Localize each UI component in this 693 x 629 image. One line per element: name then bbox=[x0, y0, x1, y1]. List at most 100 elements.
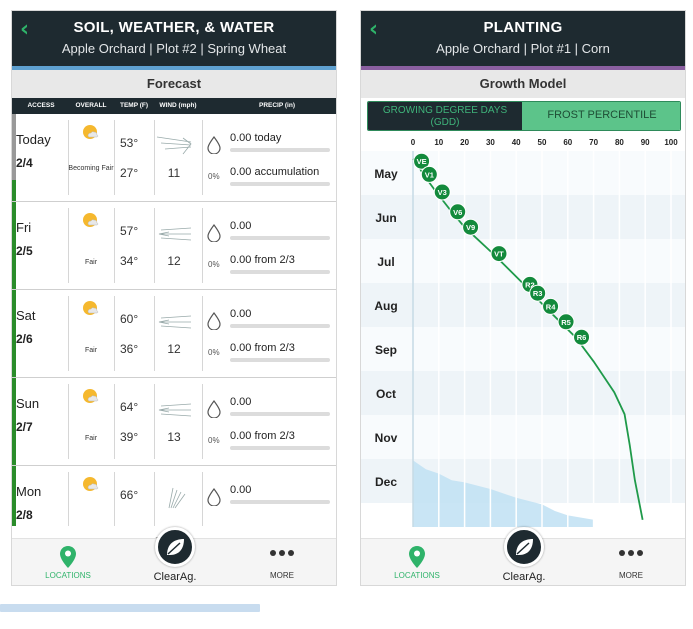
wind-speed: 11 bbox=[167, 166, 181, 180]
growth-stage-marker bbox=[420, 165, 438, 183]
frost-percentile-tab[interactable]: FROST PERCENTILE bbox=[522, 102, 680, 130]
forecast-day-row[interactable]: Mon 2/8 66° 0.00 bbox=[12, 466, 336, 526]
back-arrow-icon[interactable]: ‹ bbox=[20, 17, 30, 42]
x-tick-label: 10 bbox=[434, 138, 443, 147]
gdd-tab[interactable]: GROWING DEGREE DAYS (GDD) bbox=[368, 102, 522, 130]
x-tick-label: 0 bbox=[411, 138, 416, 147]
forecast-day-row[interactable]: Sat 2/6 Fair 60° 36° 12 0% 0.00 0.00 from 2/3 bbox=[12, 290, 336, 378]
growth-stage-label: R2 bbox=[525, 280, 535, 289]
temp-low: 27° bbox=[120, 166, 139, 180]
temp-high: 53° bbox=[120, 136, 139, 150]
more-dots-icon bbox=[270, 550, 294, 556]
month-label: Oct bbox=[376, 387, 396, 401]
raindrop-icon bbox=[207, 312, 221, 330]
bottom-nav: LOCATIONS ClearAg. MORE bbox=[12, 527, 336, 585]
raindrop-icon bbox=[207, 224, 221, 242]
growth-stage-label: V9 bbox=[466, 223, 475, 232]
brand-label: ClearAg. bbox=[502, 571, 546, 583]
wind-speed: 13 bbox=[167, 430, 181, 444]
month-label: Dec bbox=[375, 475, 397, 489]
clearag-logo-button[interactable] bbox=[504, 527, 544, 567]
screen-subtitle: Apple Orchard | Plot #2 | Spring Wheat bbox=[61, 41, 287, 56]
app-header: ‹ PLANTING Apple Orchard | Plot #1 | Cor… bbox=[361, 11, 685, 66]
raindrop-icon bbox=[207, 488, 221, 506]
wind-direction-icon bbox=[158, 315, 192, 329]
temp-low: 34° bbox=[120, 254, 139, 268]
precip-chance: 0% bbox=[208, 172, 220, 181]
nav-locations[interactable] bbox=[28, 545, 108, 574]
partly-sunny-icon bbox=[83, 301, 99, 315]
bottom-nav: LOCATIONS ClearAg. MORE bbox=[361, 527, 685, 585]
month-label: Nov bbox=[375, 431, 398, 445]
growth-stage-marker bbox=[529, 284, 547, 302]
precip-chance: 0% bbox=[208, 260, 220, 269]
precip-today: 0.00 bbox=[230, 396, 252, 408]
wind-direction-icon bbox=[158, 227, 192, 241]
growth-stage-marker bbox=[542, 297, 560, 315]
forecast-day-row[interactable]: Today 2/4 Becoming Fair 53° 27° 11 0% 0.00 toda… bbox=[12, 114, 336, 202]
overall-condition: Fair bbox=[84, 259, 98, 266]
column-divider bbox=[68, 296, 69, 371]
brand-label: ClearAg. bbox=[153, 571, 197, 583]
column-divider bbox=[202, 120, 203, 195]
forecast-list[interactable]: Today 2/4 Becoming Fair 53° 27° 11 0% 0.00 toda… bbox=[12, 114, 336, 526]
precip-today: 0.00 bbox=[230, 308, 252, 320]
growth-stage-marker bbox=[413, 152, 431, 170]
growth-stage-label: R4 bbox=[546, 302, 556, 311]
column-divider bbox=[154, 120, 155, 195]
access-indicator bbox=[12, 114, 16, 201]
nav-locations-label: LOCATIONS bbox=[394, 571, 440, 580]
growth-model-chart[interactable]: 0 10 20 30 40 50 60 70 80 90 100 May Jun Jul Aug Sep Oct… bbox=[361, 133, 686, 527]
forecast-screen: ‹ SOIL, WEATHER, & WATER Apple Orchard |… bbox=[11, 10, 337, 586]
column-divider bbox=[114, 384, 115, 459]
temp-low: 39° bbox=[120, 430, 139, 444]
wind-direction-icon bbox=[156, 136, 192, 155]
day-name: Sun bbox=[16, 396, 40, 411]
column-divider bbox=[154, 208, 155, 283]
nav-locations-label: LOCATIONS bbox=[45, 571, 91, 580]
nav-more[interactable] bbox=[591, 545, 671, 563]
precip-today-bar bbox=[230, 236, 330, 240]
day-name: Mon bbox=[16, 484, 42, 499]
back-arrow-icon[interactable]: ‹ bbox=[369, 17, 379, 42]
growth-stage-label: VT bbox=[494, 250, 504, 259]
day-date: 2/4 bbox=[16, 156, 33, 170]
precip-today: 0.00 today bbox=[230, 132, 282, 144]
x-tick-label: 70 bbox=[589, 138, 598, 147]
forecast-day-row[interactable]: Sun 2/7 Fair 64° 39° 13 0% 0.00 0.00 from 2/3 bbox=[12, 378, 336, 466]
nav-more-label: MORE bbox=[270, 571, 294, 580]
app-header: ‹ SOIL, WEATHER, & WATER Apple Orchard |… bbox=[12, 11, 336, 66]
growth-stage-marker bbox=[449, 203, 467, 221]
nav-more[interactable] bbox=[242, 545, 322, 563]
col-access: ACCESS bbox=[27, 102, 55, 109]
month-band bbox=[361, 151, 685, 195]
wind-speed: 12 bbox=[167, 342, 181, 356]
x-tick-label: 60 bbox=[563, 138, 572, 147]
forecast-day-row[interactable]: Fri 2/5 Fair 57° 34° 12 0% 0.00 0.00 from 2/3 bbox=[12, 202, 336, 290]
growth-stage-label: R3 bbox=[533, 289, 543, 298]
nav-locations[interactable] bbox=[377, 545, 457, 574]
column-divider bbox=[114, 208, 115, 283]
month-label: Jun bbox=[375, 211, 396, 225]
column-divider bbox=[202, 472, 203, 526]
frost-probability-area bbox=[413, 460, 594, 527]
month-band bbox=[361, 371, 685, 415]
nav-more-label: MORE bbox=[619, 571, 643, 580]
precip-accumulation: 0.00 accumulation bbox=[230, 166, 320, 178]
precip-accumulation-bar bbox=[230, 270, 330, 274]
precip-chance: 0% bbox=[208, 436, 220, 445]
month-label: Aug bbox=[374, 299, 397, 313]
clearag-logo-button[interactable] bbox=[155, 527, 195, 567]
month-band bbox=[361, 239, 685, 283]
x-tick-label: 40 bbox=[512, 138, 521, 147]
overall-condition: Fair bbox=[84, 347, 98, 354]
precip-today: 0.00 bbox=[230, 220, 252, 232]
growth-stage-label: V6 bbox=[453, 208, 462, 217]
chart-mode-toggle[interactable]: GROWING DEGREE DAYS (GDD) FROST PERCENTI… bbox=[367, 101, 681, 131]
growth-stage-marker bbox=[557, 313, 575, 331]
temp-high: 57° bbox=[120, 224, 139, 238]
column-divider bbox=[202, 208, 203, 283]
location-pin-icon bbox=[409, 546, 425, 568]
day-name: Today bbox=[16, 132, 51, 147]
wind-speed: 12 bbox=[167, 254, 181, 268]
